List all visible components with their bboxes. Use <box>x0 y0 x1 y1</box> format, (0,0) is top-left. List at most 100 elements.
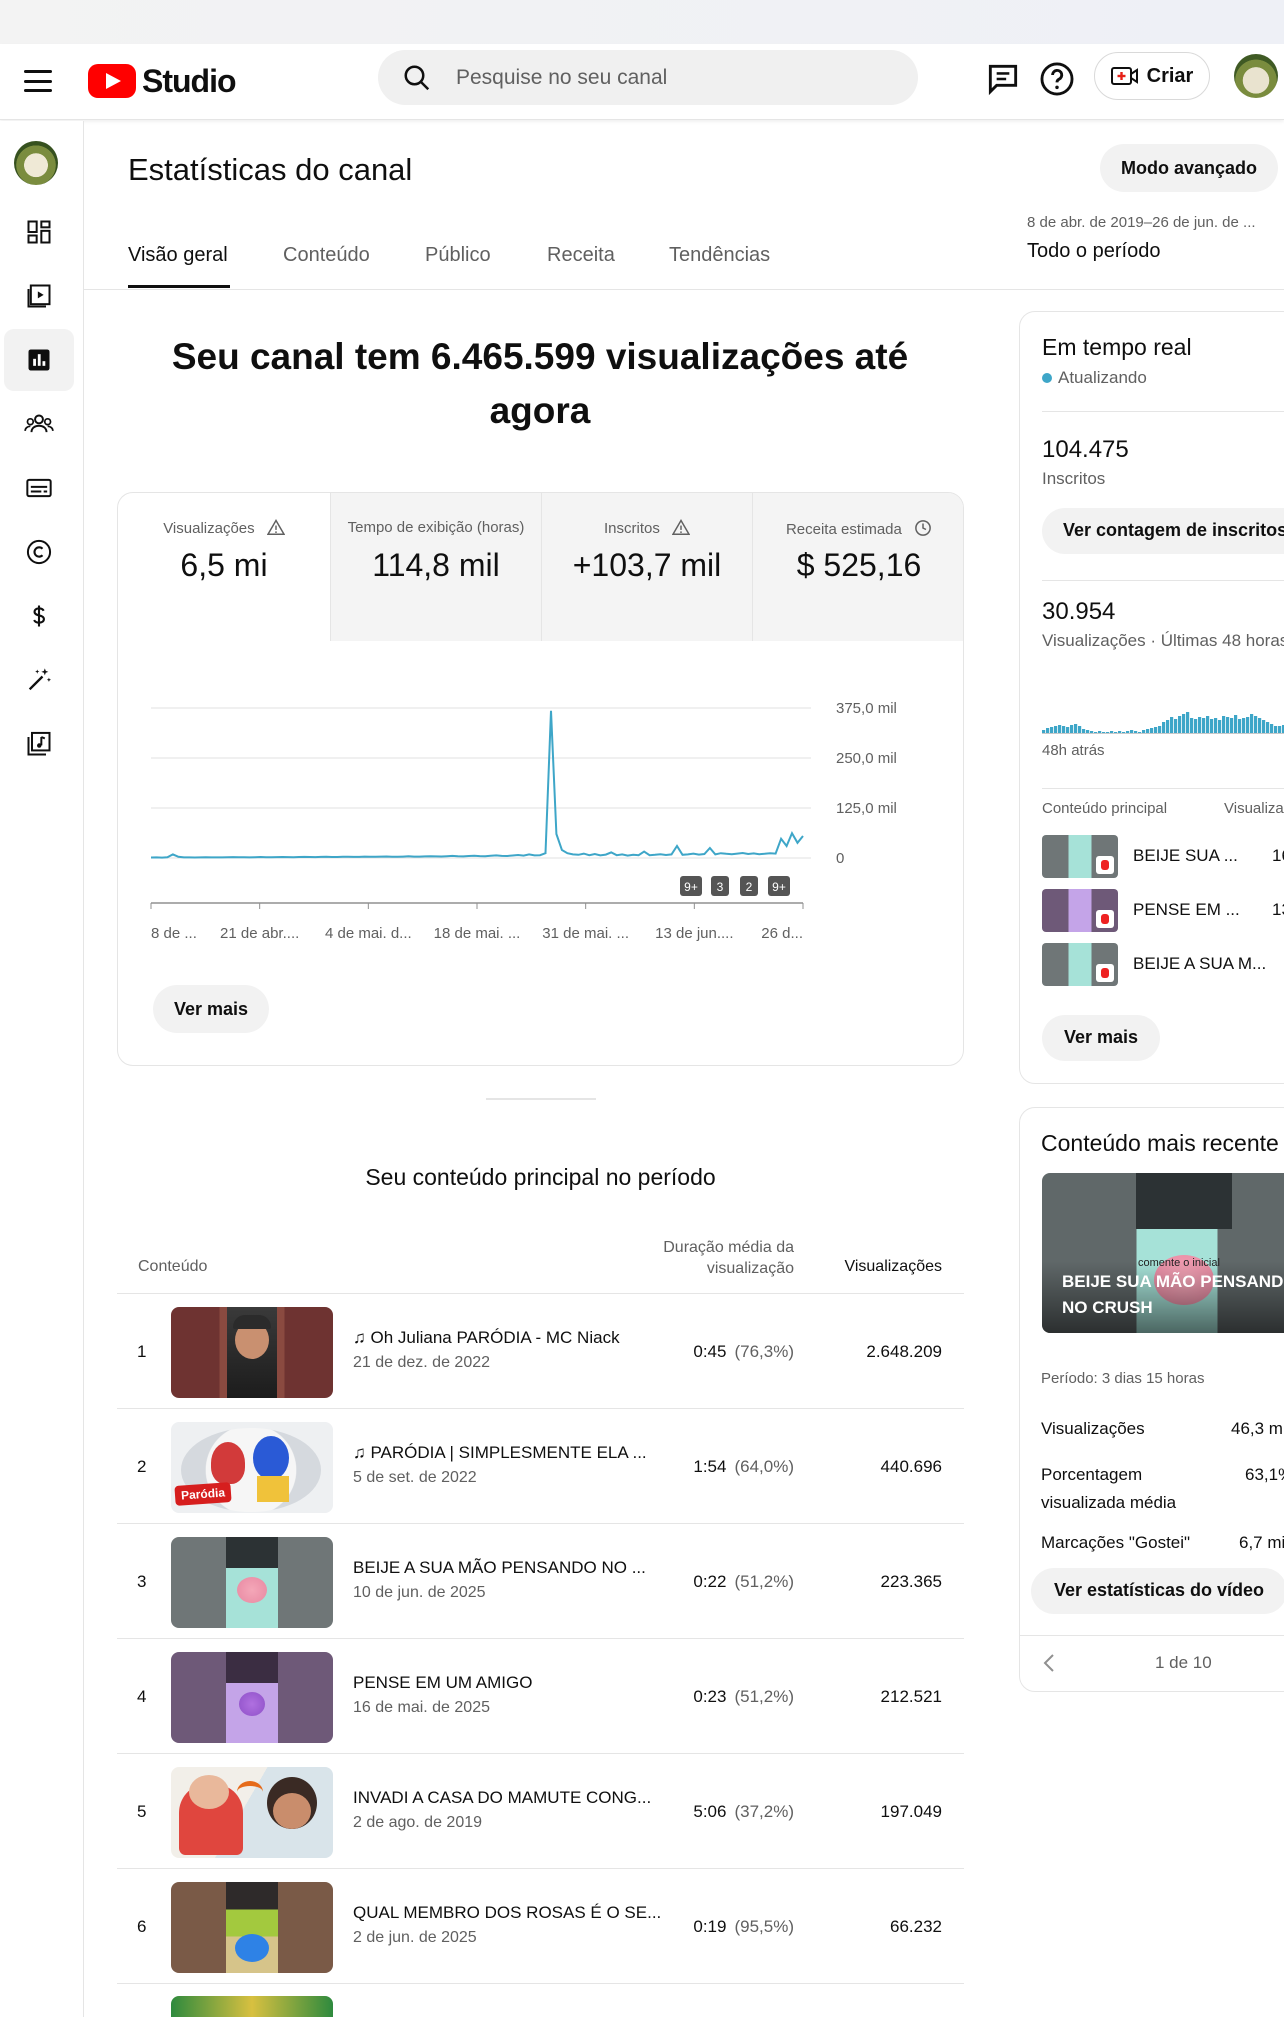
top-content-title: Seu conteúdo principal no período <box>365 1164 716 1190</box>
video-date: 21 de dez. de 2022 <box>353 1354 491 1371</box>
video-title[interactable]: BEIJE A SUA MÃO PENSANDO NO ... <box>353 1558 646 1577</box>
column-header-duration[interactable]: Duração média da visualização <box>663 1239 794 1277</box>
y-tick-label: 375,0 mil <box>836 700 897 717</box>
table-row[interactable]: 3 BEIJE A SUA MÃO PENSANDO NO ... 10 de … <box>117 1524 964 1639</box>
video-thumbnail[interactable] <box>171 1882 333 1973</box>
realtime-bar <box>1090 731 1094 734</box>
column-header-views[interactable]: Visualizações <box>844 1258 942 1275</box>
tab-bar: Visão geral Conteúdo Público Receita Ten… <box>84 234 1284 290</box>
tab-revenue[interactable]: Receita <box>547 244 615 266</box>
x-tick-label: 21 de abr.... <box>220 925 299 941</box>
annotation-marker-label: 3 <box>717 880 724 894</box>
help-icon[interactable] <box>1038 60 1076 98</box>
tab-content[interactable]: Conteúdo <box>283 244 370 266</box>
realtime-bar <box>1226 717 1230 734</box>
tab-overview[interactable]: Visão geral <box>128 244 228 266</box>
video-thumbnail[interactable] <box>171 1767 333 1858</box>
video-title[interactable]: PENSE EM UM AMIGO <box>353 1673 533 1692</box>
video-thumbnail[interactable] <box>171 1996 333 2017</box>
period-selector[interactable]: Todo o período <box>1027 240 1161 262</box>
table-row[interactable]: 6 QUAL MEMBRO DOS ROSAS É O SE... 2 de j… <box>117 1869 964 1984</box>
video-thumbnail[interactable] <box>1042 889 1118 932</box>
video-thumbnail[interactable] <box>171 1307 333 1398</box>
avg-duration: 0:45 <box>693 1342 727 1361</box>
kpi-revenue[interactable]: Receita estimada $ 525,16 <box>752 493 963 641</box>
realtime-bar <box>1210 719 1214 734</box>
sidebar-item-subtitles[interactable] <box>4 457 74 519</box>
kpi-subscribers[interactable]: Inscritos +103,7 mil <box>541 493 752 641</box>
views-count: 2.648.209 <box>866 1342 942 1361</box>
sidebar-item-community[interactable] <box>4 393 74 455</box>
channel-avatar[interactable] <box>14 141 58 185</box>
x-tick-label: 18 de mai. ... <box>434 925 521 941</box>
status-strip <box>0 0 1284 44</box>
table-row[interactable]: 5 INVADI A CASA DO MAMUTE CONG... 2 de a… <box>117 1754 964 1869</box>
realtime-bar <box>1262 720 1266 734</box>
sidebar-item-copyright[interactable] <box>4 521 74 583</box>
table-row[interactable]: 1 ♫ Oh Juliana PARÓDIA - MC Niack 21 de … <box>117 1294 964 1409</box>
video-thumbnail[interactable] <box>1042 943 1118 986</box>
sidebar-item-analytics[interactable] <box>4 329 74 391</box>
sidebar-item-content[interactable] <box>4 265 74 327</box>
realtime-bar <box>1214 718 1218 734</box>
kpi-watch-time[interactable]: Tempo de exibição (horas) 114,8 mil <box>330 493 541 641</box>
realtime-bar <box>1178 716 1182 734</box>
realtime-title: Em tempo real <box>1042 334 1192 360</box>
realtime-bar <box>1250 714 1254 734</box>
video-title[interactable]: BEIJE A SUA M... <box>1133 954 1267 973</box>
realtime-bar <box>1274 726 1278 734</box>
realtime-bar <box>1166 720 1170 734</box>
realtime-bar <box>1078 726 1082 734</box>
video-analytics-button[interactable]: Ver estatísticas do vídeo <box>1031 1568 1284 1614</box>
video-thumbnail[interactable] <box>1042 835 1118 878</box>
see-live-count-button[interactable]: Ver contagem de inscritos <box>1042 508 1284 554</box>
feedback-icon[interactable] <box>984 60 1022 98</box>
video-title[interactable]: PENSE EM ... <box>1133 900 1240 919</box>
views-count: 440.696 <box>880 1457 942 1476</box>
realtime-bar <box>1134 731 1138 734</box>
realtime-bar-chart[interactable] <box>1042 692 1284 734</box>
search-box[interactable]: Pesquise no seu canal <box>378 50 918 105</box>
search-input[interactable]: Pesquise no seu canal <box>456 65 668 89</box>
sidebar-item-customization[interactable] <box>4 649 74 711</box>
realtime-bar <box>1142 730 1146 734</box>
video-title[interactable]: BEIJE SUA ... <box>1133 846 1238 865</box>
tab-trends[interactable]: Tendências <box>669 244 771 266</box>
video-date: 16 de mai. de 2025 <box>353 1699 490 1716</box>
table-row[interactable]: 4 PENSE EM UM AMIGO 16 de mai. de 2025 0… <box>117 1639 964 1754</box>
avg-percent: (37,2%) <box>734 1802 794 1821</box>
row-index: 2 <box>137 1457 147 1476</box>
video-thumbnail[interactable]: comente o inicial BEIJE SUA MÃO PENSANDO… <box>1042 1173 1284 1333</box>
see-more-button[interactable]: Ver mais <box>1042 1015 1160 1061</box>
sidebar-item-dashboard[interactable] <box>4 201 74 263</box>
kpi-views[interactable]: Visualizações 6,5 mi <box>118 493 330 641</box>
copyright-icon <box>26 539 52 565</box>
advanced-mode-button[interactable]: Modo avançado <box>1100 144 1278 192</box>
chevron-left-icon[interactable] <box>1042 1653 1056 1673</box>
sidebar-item-audio-library[interactable] <box>4 713 74 775</box>
video-title[interactable]: QUAL MEMBRO DOS ROSAS É O SE... <box>353 1903 662 1922</box>
video-title[interactable]: ♫ Oh Juliana PARÓDIA - MC Niack <box>353 1328 620 1347</box>
thumbnail-caption: BEIJE SUA MÃO PENSANDO NO CRUSH <box>1062 1272 1284 1317</box>
content-icon <box>27 284 51 308</box>
table-row[interactable]: 2 Paródia ♫ PARÓDIA | SIMPLESMENTE ELA .… <box>117 1409 964 1524</box>
views-line-chart[interactable]: 375,0 mil 250,0 mil 125,0 mil 0 8 de ... 21 d… <box>118 641 964 941</box>
sidebar-item-earn[interactable] <box>4 585 74 647</box>
see-more-button[interactable]: Ver mais <box>153 985 269 1033</box>
realtime-bar <box>1170 717 1174 734</box>
create-button[interactable]: Criar <box>1094 52 1210 100</box>
video-thumbnail[interactable] <box>171 1537 333 1628</box>
video-thumbnail[interactable]: Paródia <box>171 1422 333 1513</box>
kpi-value: +103,7 mil <box>572 547 722 583</box>
video-title[interactable]: ♫ PARÓDIA | SIMPLESMENTE ELA ... <box>353 1443 647 1462</box>
tab-audience[interactable]: Público <box>425 244 491 266</box>
realtime-bar <box>1110 731 1114 734</box>
video-title[interactable]: INVADI A CASA DO MAMUTE CONG... <box>353 1788 652 1807</box>
realtime-bar <box>1054 726 1058 734</box>
account-avatar[interactable] <box>1234 54 1278 98</box>
menu-icon[interactable] <box>24 66 52 96</box>
video-thumbnail[interactable] <box>171 1652 333 1743</box>
row-index: 1 <box>137 1342 147 1361</box>
studio-logo[interactable]: Studio <box>88 60 237 102</box>
date-range[interactable]: 8 de abr. de 2019–26 de jun. de ... <box>1027 214 1256 231</box>
